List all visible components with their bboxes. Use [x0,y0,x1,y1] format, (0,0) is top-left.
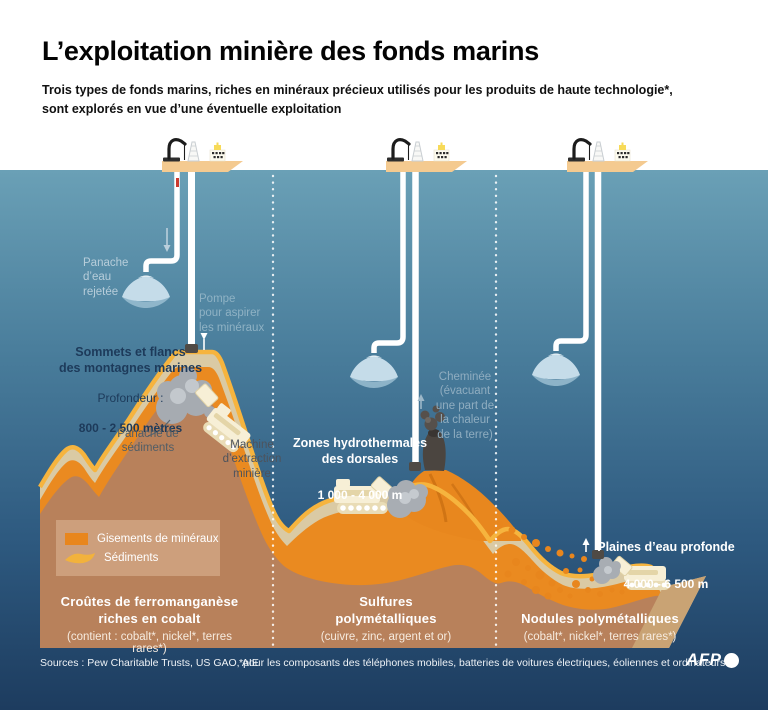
mining-machine-icon [334,479,388,514]
afp-logo-text: AFP [686,650,722,669]
sources-text: Sources : Pew Charitable Trusts, US GAO,… [40,657,259,669]
page-title: L’exploitation minière des fonds marins [42,36,539,66]
legend-item-sediments: Sédiments [65,552,220,564]
label-plains: Plaines d’eau profonde 4 000 - 6 500 m [592,520,740,612]
minerals-swatch-icon [65,532,88,545]
zone-crusts-detail: (contient : cobalt*, nickel*, terres rar… [67,630,232,655]
zone-crusts-title: Croûtes de ferromanganèse riches en coba… [60,594,239,626]
mining-machine-icon [203,403,251,453]
zone-sulfides-detail: (cuivre, zinc, argent et or) [320,630,452,643]
mining-machine-icon [624,566,670,590]
pipe-nozzle [592,550,604,559]
sensor-marker [176,178,179,187]
legend: Gisements de minéraux Sédiments [56,520,220,576]
mid-sediment-plume-icon [387,480,428,518]
label-sediment-plume: Panache de sédiments [117,428,179,455]
footnote-text: *pour les composants des téléphones mobi… [239,657,726,669]
page-subtitle: Trois types de fonds marins, riches en m… [42,83,673,117]
zone-sulfides-title: Sulfures polymétalliques [335,594,437,626]
collector-bucket-icon [195,383,219,408]
label-seamounts: Sommets et flancs des montagnes marines … [38,330,223,451]
zone-nodules-title: Nodules polymétalliques [521,611,679,626]
header: L’exploitation minière des fonds marins … [42,36,732,120]
hydrothermal-depth: 1 000 - 4 000 m [317,488,403,503]
label-mining-machine: Machine d’extraction minière [222,439,282,480]
hydrothermal-chimney-icon [420,405,446,471]
zone-sulfides: Sulfures polymétalliques (cuivre, zinc, … [307,594,465,643]
label-chimney: Cheminée (évacuant une part de la chaleu… [435,371,495,441]
riser-pipes [143,170,602,552]
seamounts-depth-label: Profondeur : [97,391,164,406]
label-discharge-plume: Panache d’eau rejetée [83,257,129,298]
plains-depth: 4 000 - 6 500 m [623,576,709,591]
label-hydrothermal: Zones hydrothermales des dorsales 1 000 … [285,416,435,523]
afp-logo-circle-icon [723,652,739,668]
legend-sediments-label: Sédiments [104,551,159,564]
legend-minerals-label: Gisements de minéraux [97,532,219,545]
zone-nodules: Nodules polymétalliques (cobalt*, nickel… [504,611,696,643]
hydrothermal-title: Zones hydrothermales des dorsales [292,436,428,466]
legend-item-minerals: Gisements de minéraux [65,532,220,545]
seamounts-depth: 800 - 2 500 mètres [78,421,183,436]
zone-crusts: Croûtes de ferromanganèse riches en coba… [52,594,247,655]
nodules-field [497,521,625,600]
flow-arrows [163,228,590,552]
afp-logo: AFP [686,650,739,670]
pipe-nozzle [409,462,421,471]
zone-nodules-detail: (cobalt*, nickel*, terres rares*) [523,630,677,643]
pipe-nozzle [185,344,198,353]
label-pump: Pompe pour aspirer les minéraux [199,293,265,334]
plains-title: Plaines d’eau profonde [597,540,735,554]
seamounts-title: Sommets et flancs des montagnes marines [58,345,203,375]
sediments-swatch-icon [65,552,95,563]
